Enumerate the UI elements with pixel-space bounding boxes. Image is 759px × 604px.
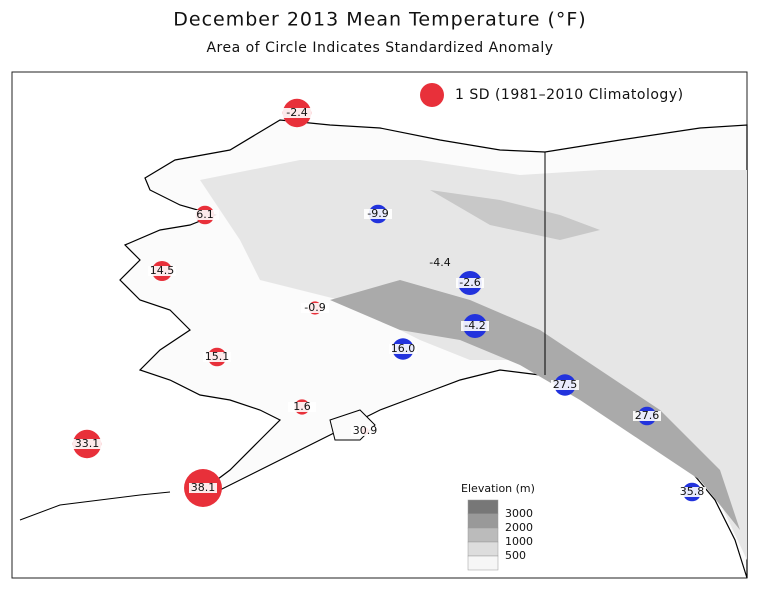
label-band bbox=[633, 411, 661, 421]
station-label: 27.5 bbox=[553, 378, 578, 391]
label-band bbox=[351, 426, 379, 436]
elevation-label: 2000 bbox=[505, 521, 533, 534]
station-label: 35.8 bbox=[680, 485, 705, 498]
station-label: -9.9 bbox=[367, 207, 388, 220]
title: December 2013 Mean Temperature (°F) bbox=[173, 9, 586, 31]
elevation-label: 1000 bbox=[505, 535, 533, 548]
station-label: 15.1 bbox=[205, 350, 230, 363]
subtitle: Area of Circle Indicates Standardized An… bbox=[206, 40, 553, 56]
station-label: 33.1 bbox=[75, 437, 100, 450]
label-band bbox=[461, 321, 489, 331]
label-band bbox=[389, 344, 417, 354]
label-band bbox=[301, 303, 329, 313]
station-label: -2.6 bbox=[459, 276, 480, 289]
label-band bbox=[283, 108, 311, 118]
label-band bbox=[678, 487, 706, 497]
legend-label: 1 SD (1981–2010 Climatology) bbox=[455, 87, 684, 103]
station-label: 16.0 bbox=[391, 342, 416, 355]
label-band bbox=[551, 380, 579, 390]
station-label: 38.1 bbox=[191, 481, 216, 494]
station-label: -2.4 bbox=[286, 106, 307, 119]
label-band bbox=[456, 278, 484, 288]
label-band bbox=[203, 352, 231, 362]
station-label: 6.1 bbox=[196, 208, 214, 221]
label-band bbox=[191, 210, 219, 220]
elevation-label: 500 bbox=[505, 549, 526, 562]
elevation-label: 3000 bbox=[505, 507, 533, 520]
label-band bbox=[189, 483, 217, 493]
elevation-swatch bbox=[467, 555, 499, 571]
label-band bbox=[288, 402, 316, 412]
elevation-swatch bbox=[467, 499, 499, 515]
label-band bbox=[73, 439, 101, 449]
station-label: 1.6 bbox=[293, 400, 311, 413]
station-label: 30.9 bbox=[353, 424, 378, 437]
label-band bbox=[364, 209, 392, 219]
elevation-swatch bbox=[467, 513, 499, 529]
elevation-swatch bbox=[467, 527, 499, 543]
stations: -2.4 6.1 -9.9 14.5 -4.4 -2.6 -0.9 -4.2 16.0 15.1 2… bbox=[72, 98, 706, 507]
station-label: -4.2 bbox=[464, 319, 485, 332]
elevation-swatch bbox=[467, 541, 499, 557]
station-label: 27.6 bbox=[635, 409, 660, 422]
station-label: -0.9 bbox=[304, 301, 325, 314]
station-label: 14.5 bbox=[150, 264, 175, 277]
elevation-title: Elevation (m) bbox=[461, 482, 535, 495]
legend: 1 SD (1981–2010 Climatology) bbox=[420, 83, 684, 107]
station-label: -4.4 bbox=[429, 256, 450, 269]
label-band bbox=[148, 266, 176, 276]
legend-circle bbox=[420, 83, 444, 107]
